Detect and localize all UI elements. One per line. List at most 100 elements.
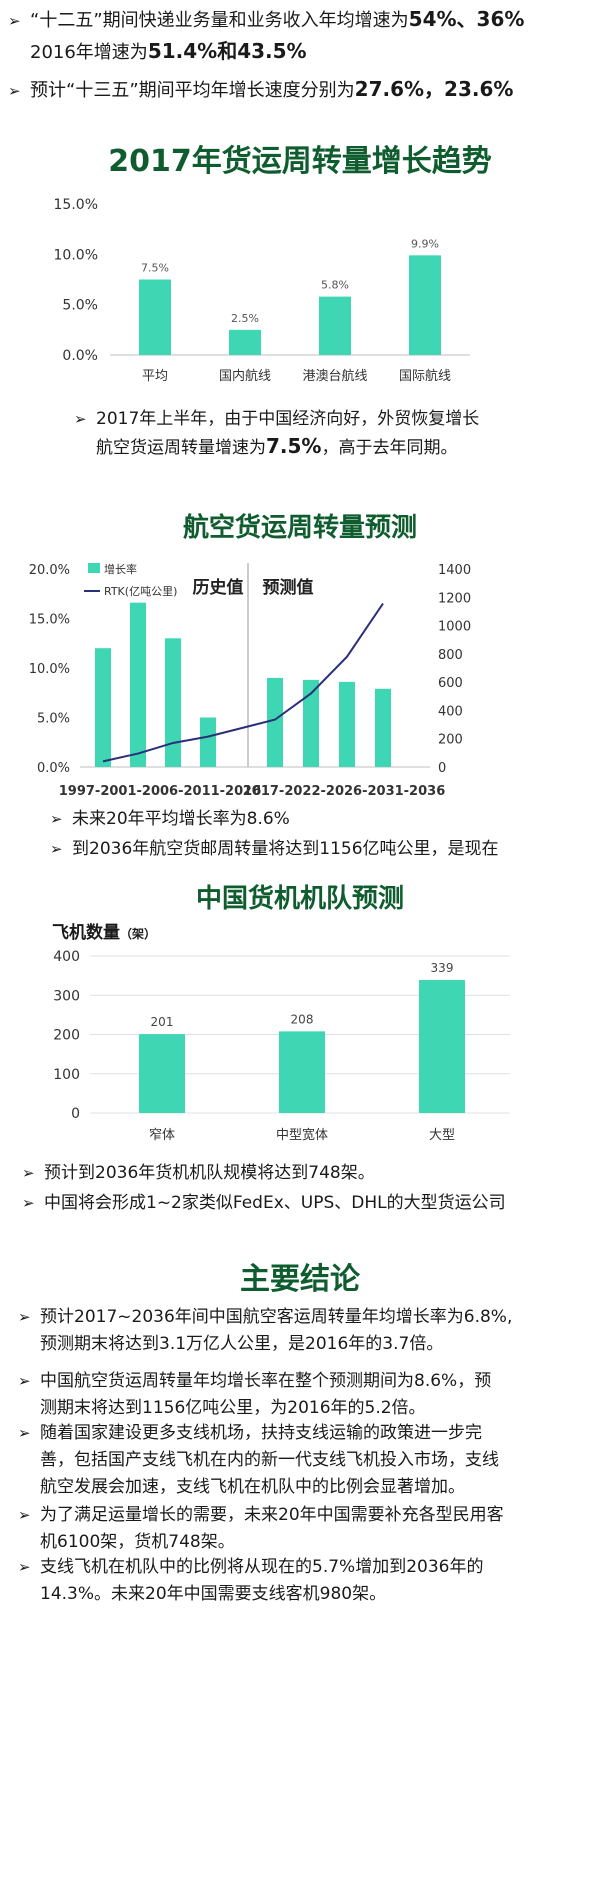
chart1-note-text: 航空货运周转量增速为 (96, 438, 266, 458)
conclusion-line: 为了满足运量增长的需要，未来20年中国需要补充各型民用客 (40, 1505, 504, 1525)
chart2-note-text: 到2036年航空货邮周转量将达到1156亿吨公里，是现在 (72, 839, 499, 859)
category-label: 国际航线 (399, 368, 451, 384)
y-right-tick-label: 1200 (438, 591, 471, 606)
chart3-ylabel-text: 飞机数量 (52, 923, 120, 943)
bar (339, 681, 355, 767)
chart1-title: 2017年货运周转量增长趋势 (108, 144, 492, 179)
chart2-note-text: 未来20年平均增长率为8.6% (72, 809, 290, 829)
y-right-tick-label: 200 (438, 733, 463, 748)
intro-bullet-2: ➢ 预计“十三五”期间平均年增长速度分别为27.6%，23.6% (8, 76, 513, 104)
intro-bullet-1: ➢ “十二五”期间快递业务量和业务收入年均增速为54%、36% (8, 6, 524, 34)
y-tick-label: 0.0% (62, 348, 98, 364)
arrow-bullet-icon: ➢ (8, 12, 21, 30)
arrow-bullet-icon: ➢ (22, 1194, 35, 1212)
chart2-note-1: ➢ 未来20年平均增长率为8.6% (50, 806, 290, 833)
label-forecast: 预测值 (263, 577, 314, 598)
chart1-note-value: 7.5% (266, 434, 322, 458)
chart3-ylabel-unit: （架） (120, 927, 157, 941)
chart1-note: ➢ 2017年上半年，由于中国经济向好，外贸恢复增长 航空货运周转量增速为7.5%… (74, 406, 479, 462)
category-label: 国内航线 (219, 368, 271, 384)
category-label: 港澳台航线 (302, 368, 367, 384)
conclusions-list: ➢ 预计2017~2036年间中国航空客运周转量年均增长率为6.8%, 预测期末将达… (18, 1304, 598, 1606)
chart3-note-text: 中国将会形成1~2家类似FedEx、UPS、DHL的大型货运公司 (44, 1193, 506, 1213)
intro-value: 27.6%，23.6% (354, 77, 514, 101)
conclusion-line: 航空发展会加速，支线飞机在机队中的比例会显著增加。 (40, 1477, 465, 1497)
conclusion-item: ➢ 支线飞机在机队中的比例将从现在的5.7%增加到2036年的 14.3%。未来20… (18, 1554, 598, 1606)
conclusion-item: ➢ 随着国家建设更多支线机场，扶持支线运输的政策进一步完 善，包括国产支线飞机在内的… (18, 1420, 598, 1502)
y-tick-label: 100 (53, 1067, 80, 1083)
y-left-tick-label: 10.0% (29, 662, 70, 677)
bar (419, 979, 465, 1113)
data-label: 208 (291, 1012, 314, 1026)
intro-text: “十二五”期间快递业务量和业务收入年均增速为 (30, 10, 409, 31)
arrow-bullet-icon: ➢ (74, 410, 87, 428)
bar (267, 677, 283, 767)
legend-line-label: RTK(亿吨公里) (104, 585, 177, 598)
y-left-tick-label: 20.0% (29, 563, 70, 578)
bar (200, 717, 216, 767)
bar (303, 679, 319, 767)
y-tick-label: 10.0% (54, 247, 98, 263)
chart2-title: 航空货运周转量预测 (182, 513, 417, 543)
chart3-note-2: ➢ 中国将会形成1~2家类似FedEx、UPS、DHL的大型货运公司 (22, 1190, 506, 1217)
y-right-tick-label: 800 (438, 648, 463, 663)
chart1-note-text: 2017年上半年，由于中国经济向好，外贸恢复增长 (96, 409, 480, 429)
label-historical: 历史值 (193, 577, 244, 598)
y-left-tick-label: 0.0% (37, 761, 70, 776)
category-label: 平均 (142, 369, 168, 384)
y-tick-label: 200 (53, 1028, 80, 1044)
data-label: 9.9% (411, 237, 439, 250)
y-right-tick-label: 400 (438, 704, 463, 719)
y-right-tick-label: 0 (438, 761, 446, 776)
y-right-tick-label: 1400 (438, 563, 471, 578)
arrow-bullet-icon: ➢ (18, 1424, 31, 1442)
category-label: 大型 (429, 1128, 455, 1143)
arrow-bullet-icon: ➢ (18, 1308, 31, 1326)
conclusion-item: ➢ 预计2017~2036年间中国航空客运周转量年均增长率为6.8%, 预测期末将达… (18, 1304, 598, 1368)
y-tick-label: 300 (53, 988, 80, 1004)
chart3-ylabel: 飞机数量（架） (52, 918, 156, 943)
rtk-line (102, 602, 384, 763)
chart2-note-2: ➢ 到2036年航空货邮周转量将达到1156亿吨公里，是现在 (50, 836, 499, 863)
bar (130, 602, 146, 767)
y-tick-label: 5.0% (62, 298, 98, 314)
y-left-tick-label: 5.0% (37, 712, 70, 727)
y-right-tick-label: 1000 (438, 620, 471, 635)
data-label: 2.5% (231, 312, 259, 325)
conclusion-item: ➢ 中国航空货运周转量年均增长率在整个预测期间为8.6%，预 测期末将达到1156亿… (18, 1368, 598, 1420)
bar (409, 255, 441, 355)
intro-text: 2016年增速为 (30, 42, 148, 63)
bar (165, 638, 181, 767)
y-left-tick-label: 15.0% (29, 613, 70, 628)
intro-value: 54%、36% (408, 7, 525, 31)
y-tick-label: 0 (71, 1106, 80, 1122)
intro-value: 51.4%和43.5% (147, 39, 307, 63)
chart3-svg: 0 100 200 300 400 201 窄体 208 中型宽体 339 大型 (53, 949, 510, 1143)
chart3-note-1: ➢ 预计到2036年货机机队规模将达到748架。 (22, 1160, 375, 1187)
bar (139, 279, 171, 355)
conclusion-line: 14.3%。未来20年中国需要支线客机980架。 (40, 1584, 387, 1604)
arrow-bullet-icon: ➢ (18, 1558, 31, 1576)
category-label: 中型宽体 (276, 1127, 328, 1143)
data-label: 201 (151, 1015, 174, 1029)
conclusion-line: 预测期末将达到3.1万亿人公里，是2016年的3.7倍。 (40, 1334, 444, 1354)
y-tick-label: 15.0% (54, 197, 98, 213)
arrow-bullet-icon: ➢ (22, 1164, 35, 1182)
y-tick-label: 400 (53, 949, 80, 965)
conclusions-title: 主要结论 (240, 1262, 360, 1297)
conclusion-line: 随着国家建设更多支线机场，扶持支线运输的政策进一步完 (40, 1423, 482, 1443)
arrow-bullet-icon: ➢ (8, 82, 21, 100)
legend-bar-label: 增长率 (104, 562, 137, 576)
chart3-note-text: 预计到2036年货机机队规模将达到748架。 (44, 1163, 375, 1183)
y-right-tick-label: 600 (438, 676, 463, 691)
chart2-svg: 0.0% 5.0% 10.0% 15.0% 20.0% 0 200 400 600 800 1000… (29, 562, 471, 799)
arrow-bullet-icon: ➢ (50, 840, 63, 858)
data-label: 5.8% (321, 279, 349, 292)
chart1-note-text: ，高于去年同期。 (321, 438, 458, 458)
conclusion-item: ➢ 为了满足运量增长的需要，未来20年中国需要补充各型民用客 机6100架，货机74… (18, 1502, 598, 1554)
conclusion-line: 中国航空货运周转量年均增长率在整个预测期间为8.6%，预 (40, 1371, 492, 1391)
conclusion-line: 预计2017~2036年间中国航空客运周转量年均增长率为6.8%, (40, 1307, 513, 1327)
data-label: 7.5% (141, 262, 169, 275)
category-label: 窄体 (149, 1127, 175, 1143)
arrow-bullet-icon: ➢ (18, 1506, 31, 1524)
